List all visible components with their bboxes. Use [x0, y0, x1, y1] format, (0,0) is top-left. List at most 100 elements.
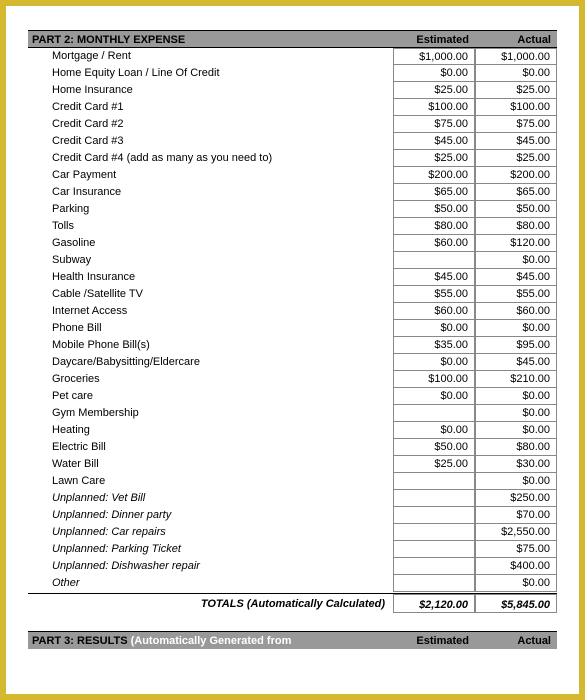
- estimated-cell[interactable]: $25.00: [393, 150, 475, 167]
- expense-label: Credit Card #3: [28, 133, 393, 150]
- estimated-cell[interactable]: $75.00: [393, 116, 475, 133]
- expense-label: Other: [28, 575, 393, 592]
- table-row: Electric Bill$50.00$80.00: [28, 439, 557, 456]
- estimated-cell[interactable]: $100.00: [393, 99, 475, 116]
- expense-label: Health Insurance: [28, 269, 393, 286]
- estimated-cell[interactable]: [393, 405, 475, 422]
- table-row: Parking$50.00$50.00: [28, 201, 557, 218]
- estimated-cell[interactable]: [393, 524, 475, 541]
- estimated-cell[interactable]: $0.00: [393, 354, 475, 371]
- estimated-cell[interactable]: [393, 507, 475, 524]
- actual-cell[interactable]: $200.00: [475, 167, 557, 184]
- expense-label: Credit Card #4 (add as many as you need …: [28, 150, 393, 167]
- expense-label: Heating: [28, 422, 393, 439]
- table-row: Mortgage / Rent$1,000.00$1,000.00: [28, 48, 557, 65]
- actual-cell[interactable]: $70.00: [475, 507, 557, 524]
- estimated-cell[interactable]: [393, 252, 475, 269]
- table-row: Home Insurance$25.00$25.00: [28, 82, 557, 99]
- table-row: Car Payment$200.00$200.00: [28, 167, 557, 184]
- actual-cell[interactable]: $25.00: [475, 150, 557, 167]
- col-header-actual: Actual: [475, 31, 557, 47]
- totals-estimated: $2,120.00: [393, 594, 475, 613]
- expense-label: Car Payment: [28, 167, 393, 184]
- estimated-cell[interactable]: $0.00: [393, 422, 475, 439]
- actual-cell[interactable]: $210.00: [475, 371, 557, 388]
- estimated-cell[interactable]: $55.00: [393, 286, 475, 303]
- estimated-cell[interactable]: [393, 541, 475, 558]
- estimated-cell[interactable]: $65.00: [393, 184, 475, 201]
- actual-cell[interactable]: $75.00: [475, 541, 557, 558]
- actual-cell[interactable]: $75.00: [475, 116, 557, 133]
- actual-cell[interactable]: $65.00: [475, 184, 557, 201]
- table-row: Unplanned: Dinner party$70.00: [28, 507, 557, 524]
- estimated-cell[interactable]: $100.00: [393, 371, 475, 388]
- table-row: Car Insurance$65.00$65.00: [28, 184, 557, 201]
- expense-label: Home Equity Loan / Line Of Credit: [28, 65, 393, 82]
- estimated-cell[interactable]: $0.00: [393, 388, 475, 405]
- actual-cell[interactable]: $60.00: [475, 303, 557, 320]
- actual-cell[interactable]: $45.00: [475, 133, 557, 150]
- estimated-cell[interactable]: $1,000.00: [393, 48, 475, 65]
- actual-cell[interactable]: $2,550.00: [475, 524, 557, 541]
- expense-label: Gasoline: [28, 235, 393, 252]
- estimated-cell[interactable]: $50.00: [393, 439, 475, 456]
- actual-cell[interactable]: $45.00: [475, 269, 557, 286]
- estimated-cell[interactable]: [393, 473, 475, 490]
- table-row: Mobile Phone Bill(s)$35.00$95.00: [28, 337, 557, 354]
- estimated-cell[interactable]: $0.00: [393, 320, 475, 337]
- estimated-cell[interactable]: $60.00: [393, 235, 475, 252]
- actual-cell[interactable]: $100.00: [475, 99, 557, 116]
- expense-label: Electric Bill: [28, 439, 393, 456]
- estimated-cell[interactable]: $25.00: [393, 456, 475, 473]
- actual-cell[interactable]: $30.00: [475, 456, 557, 473]
- estimated-cell[interactable]: $0.00: [393, 65, 475, 82]
- actual-cell[interactable]: $80.00: [475, 218, 557, 235]
- table-row: Gasoline$60.00$120.00: [28, 235, 557, 252]
- estimated-cell[interactable]: $25.00: [393, 82, 475, 99]
- actual-cell[interactable]: $0.00: [475, 422, 557, 439]
- estimated-cell[interactable]: [393, 558, 475, 575]
- estimated-cell[interactable]: [393, 490, 475, 507]
- actual-cell[interactable]: $0.00: [475, 388, 557, 405]
- actual-cell[interactable]: $250.00: [475, 490, 557, 507]
- part3-header: PART 3: RESULTS (Automatically Generated…: [28, 631, 557, 649]
- expense-label: Unplanned: Dishwasher repair: [28, 558, 393, 575]
- actual-cell[interactable]: $80.00: [475, 439, 557, 456]
- actual-cell[interactable]: $95.00: [475, 337, 557, 354]
- document-frame: PART 2: MONTHLY EXPENSE Estimated Actual…: [0, 0, 585, 700]
- actual-cell[interactable]: $45.00: [475, 354, 557, 371]
- actual-cell[interactable]: $0.00: [475, 252, 557, 269]
- actual-cell[interactable]: $50.00: [475, 201, 557, 218]
- table-row: Groceries$100.00$210.00: [28, 371, 557, 388]
- expense-label: Unplanned: Parking Ticket: [28, 541, 393, 558]
- estimated-cell[interactable]: $200.00: [393, 167, 475, 184]
- table-row: Subway$0.00: [28, 252, 557, 269]
- expense-label: Mortgage / Rent: [28, 48, 393, 65]
- expense-label: Credit Card #1: [28, 99, 393, 116]
- expense-label: Credit Card #2: [28, 116, 393, 133]
- estimated-cell[interactable]: $45.00: [393, 133, 475, 150]
- estimated-cell[interactable]: $50.00: [393, 201, 475, 218]
- estimated-cell[interactable]: $35.00: [393, 337, 475, 354]
- actual-cell[interactable]: $25.00: [475, 82, 557, 99]
- actual-cell[interactable]: $0.00: [475, 575, 557, 592]
- actual-cell[interactable]: $1,000.00: [475, 48, 557, 65]
- part3-title-a: PART 3: RESULTS: [32, 635, 131, 647]
- actual-cell[interactable]: $120.00: [475, 235, 557, 252]
- actual-cell[interactable]: $55.00: [475, 286, 557, 303]
- table-row: Water Bill$25.00$30.00: [28, 456, 557, 473]
- actual-cell[interactable]: $0.00: [475, 65, 557, 82]
- actual-cell[interactable]: $0.00: [475, 405, 557, 422]
- estimated-cell[interactable]: $45.00: [393, 269, 475, 286]
- part2-header: PART 2: MONTHLY EXPENSE Estimated Actual: [28, 30, 557, 48]
- expense-label: Tolls: [28, 218, 393, 235]
- actual-cell[interactable]: $400.00: [475, 558, 557, 575]
- estimated-cell[interactable]: $80.00: [393, 218, 475, 235]
- expense-label: Cable /Satellite TV: [28, 286, 393, 303]
- table-row: Unplanned: Car repairs$2,550.00: [28, 524, 557, 541]
- actual-cell[interactable]: $0.00: [475, 320, 557, 337]
- estimated-cell[interactable]: $60.00: [393, 303, 475, 320]
- expense-label: Daycare/Babysitting/Eldercare: [28, 354, 393, 371]
- estimated-cell[interactable]: [393, 575, 475, 592]
- actual-cell[interactable]: $0.00: [475, 473, 557, 490]
